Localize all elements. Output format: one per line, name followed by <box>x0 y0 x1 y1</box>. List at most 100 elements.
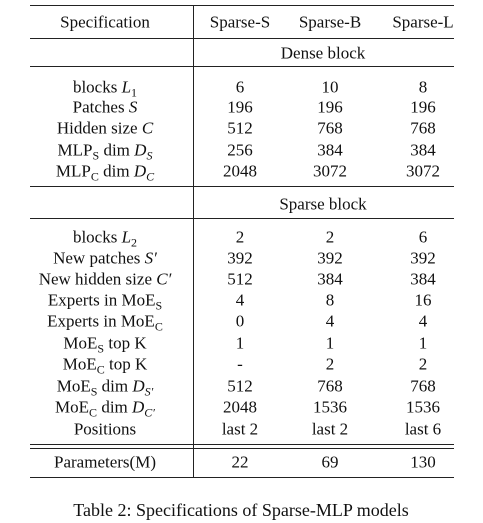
row-label: MLPS dim DS <box>57 140 153 162</box>
row-label: Experts in MoES <box>47 290 162 312</box>
cell-value: 8 <box>418 77 428 97</box>
row-label: Parameters(M) <box>54 454 156 471</box>
label-part: 2 <box>131 235 138 250</box>
label-part: dim <box>99 140 135 160</box>
row-label: New patches S′ <box>53 250 157 267</box>
label-part: Experts in MoE <box>47 290 156 310</box>
label-part: dim <box>98 161 134 181</box>
cell-value: 2 <box>235 227 245 247</box>
section-title: Dense block <box>280 43 366 63</box>
label-part: Patches <box>72 97 129 117</box>
label-part: S <box>155 298 163 313</box>
label-part: C′ <box>156 269 172 289</box>
row-label: Experts in MoEC <box>47 311 163 333</box>
cell-value: 196 <box>410 97 436 117</box>
label-part: MLP <box>57 140 93 160</box>
row-label: blocks L2 <box>72 227 137 249</box>
cell-value: 768 <box>317 118 343 138</box>
cell-value: 768 <box>317 376 343 396</box>
table-caption: Table 2: Specifications of Sparse-MLP mo… <box>73 500 409 520</box>
label-part: blocks <box>72 227 122 247</box>
double-rule <box>30 444 454 445</box>
cell-value: 512 <box>227 376 253 396</box>
cell-value: 768 <box>410 118 436 138</box>
cell-value: 392 <box>227 248 253 268</box>
column-header: Sparse-S <box>209 12 271 32</box>
label-part: D <box>132 397 145 417</box>
top-rule <box>30 5 454 6</box>
rule <box>30 186 454 187</box>
label-part: S <box>97 341 105 356</box>
cell-value: 6 <box>418 227 428 247</box>
cell-value: last 2 <box>311 419 349 439</box>
row-label: MoES top K <box>63 333 147 355</box>
label-part: C <box>96 362 105 377</box>
label-part: Parameters(M) <box>54 452 156 472</box>
row-label: New hidden size C′ <box>39 271 172 288</box>
row-label: Positions <box>74 421 136 438</box>
cell-value: 512 <box>227 269 253 289</box>
row-label: MoEC dim DC′ <box>55 397 155 419</box>
cell-value: 69 <box>321 452 339 472</box>
cell-value: 384 <box>410 269 436 289</box>
row-label: blocks L1 <box>72 77 137 99</box>
cell-value: 2 <box>325 227 335 247</box>
cell-value: 1536 <box>313 397 347 417</box>
label-part: C <box>90 169 99 184</box>
row-label: MLPC dim DC <box>55 161 154 183</box>
cell-value: 196 <box>227 97 253 117</box>
cell-value: 2 <box>418 354 428 374</box>
label-part: top K <box>104 333 147 353</box>
row-label: MoES dim DS′ <box>56 376 154 398</box>
cell-value: 384 <box>317 140 343 160</box>
label-part: S <box>146 148 153 163</box>
cell-value: 1 <box>235 333 245 353</box>
cell-value: 256 <box>227 140 253 160</box>
cell-value: 384 <box>317 269 343 289</box>
cell-value: 16 <box>414 290 432 310</box>
label-part: S′ <box>144 384 154 399</box>
label-part: S′ <box>144 248 157 268</box>
cell-value: 512 <box>227 118 253 138</box>
label-part: D <box>133 161 147 181</box>
column-header: Sparse-L <box>392 12 454 32</box>
row-label: Hidden size C <box>57 120 153 137</box>
label-part: C <box>89 405 98 420</box>
cell-value: 8 <box>325 290 335 310</box>
section-title: Sparse block <box>279 194 367 214</box>
rule <box>30 38 454 39</box>
cell-value: 1 <box>418 333 428 353</box>
column-separator <box>193 5 194 477</box>
cell-value: 768 <box>410 376 436 396</box>
cell-value: 392 <box>410 248 436 268</box>
label-part: MoE <box>56 376 91 396</box>
column-header: Specification <box>60 12 150 32</box>
label-part: C <box>154 319 163 334</box>
row-label: MoEC top K <box>62 354 148 376</box>
cell-value: 4 <box>235 290 245 310</box>
label-part: S <box>92 148 100 163</box>
label-part: Experts in MoE <box>47 311 155 331</box>
cell-value: 22 <box>231 452 249 472</box>
row-label: Patches S <box>73 99 138 116</box>
cell-value: 0 <box>235 311 245 331</box>
cell-value: 130 <box>410 452 436 472</box>
label-part: MLP <box>55 161 91 181</box>
cell-value: 4 <box>325 311 335 331</box>
label-part: Hidden size <box>56 118 142 138</box>
label-part: MoE <box>62 354 97 374</box>
label-part: New hidden size <box>38 269 157 289</box>
label-part: C′ <box>144 405 155 420</box>
label-part: C <box>141 118 154 138</box>
cell-value: 1536 <box>406 397 440 417</box>
cell-value: 6 <box>235 77 245 97</box>
cell-value: 2 <box>325 354 335 374</box>
cell-value: 4 <box>418 311 428 331</box>
rule <box>30 218 454 219</box>
label-part: blocks <box>72 77 122 97</box>
label-part: MoE <box>63 333 98 353</box>
double-rule <box>30 448 454 449</box>
cell-value: last 2 <box>221 419 259 439</box>
cell-value: last 6 <box>404 419 442 439</box>
